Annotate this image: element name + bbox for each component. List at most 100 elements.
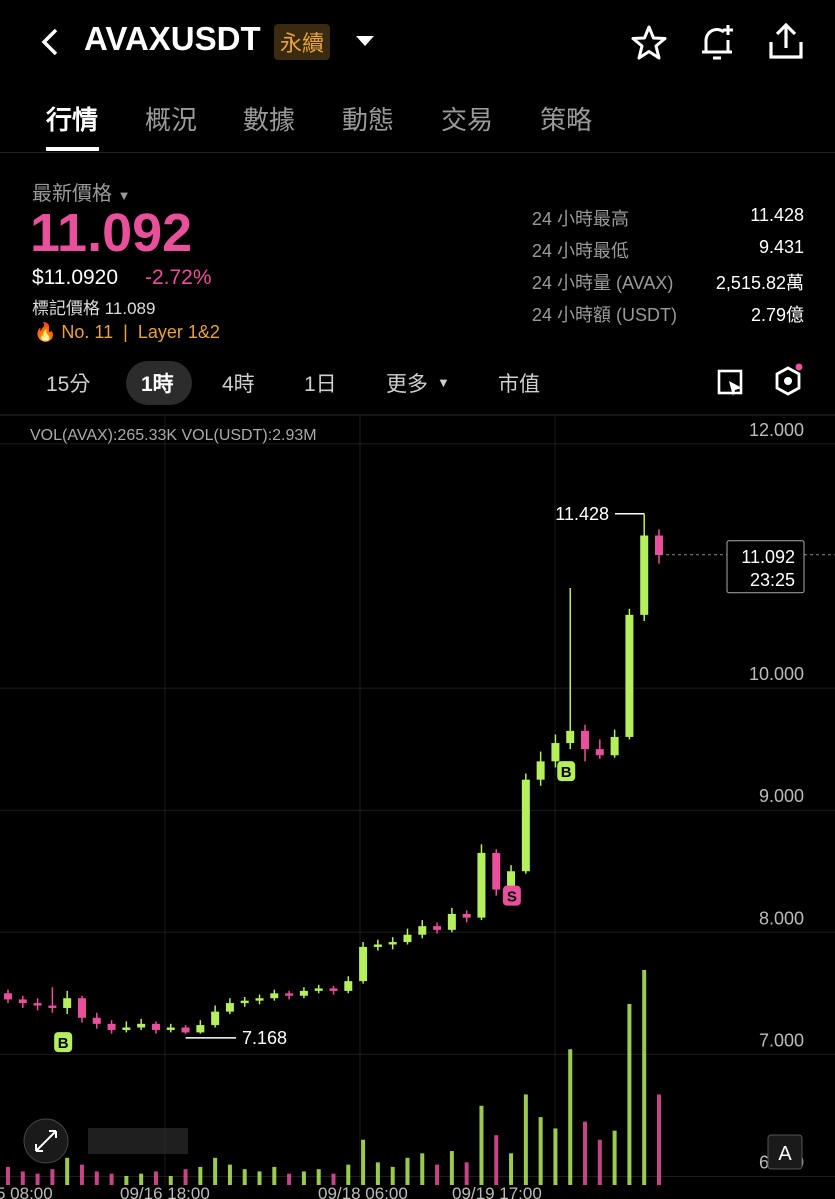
- candle-body: [92, 1017, 101, 1024]
- favorite-icon[interactable]: [630, 24, 668, 62]
- candle-body: [137, 1023, 146, 1028]
- volume-bar: [464, 1162, 469, 1185]
- stat-row: 24 小時最高 11.428: [532, 205, 804, 231]
- stat-row: 24 小時額 (USDT) 2.79億: [532, 301, 804, 327]
- rank-text: No. 11: [61, 322, 114, 342]
- rank: 🔥 No. 11 | Layer 1&2: [34, 322, 220, 342]
- tab[interactable]: 概況: [145, 105, 198, 135]
- last-price-box: [726, 540, 805, 594]
- volume-bar: [346, 1164, 351, 1185]
- candle-body: [492, 852, 501, 890]
- share-icon[interactable]: [766, 22, 806, 62]
- candle-body: [314, 988, 323, 991]
- interval-option[interactable]: 4時: [222, 373, 255, 396]
- contract-badge: 永續: [274, 24, 331, 60]
- low-label: 7.168: [242, 1028, 287, 1048]
- volume-bar: [538, 1117, 543, 1185]
- volume-bar: [583, 1121, 588, 1185]
- stat-value: 2,515.82萬: [715, 273, 804, 293]
- candle-body: [595, 749, 604, 756]
- trade-marker: B: [561, 764, 572, 781]
- candle-body: [477, 852, 486, 918]
- volume-bar: [242, 1169, 247, 1185]
- volume-bar: [35, 1173, 40, 1185]
- candle-body: [166, 1027, 175, 1030]
- candle-body: [373, 944, 382, 947]
- candle-body: [151, 1023, 160, 1030]
- volume-bar: [227, 1164, 232, 1185]
- candle-body: [551, 743, 560, 762]
- volume-bar: [597, 1139, 602, 1185]
- volume-bar: [109, 1173, 114, 1185]
- volume-bar: [50, 1169, 55, 1185]
- font-button[interactable]: [767, 1134, 803, 1170]
- interval-option[interactable]: 1時: [141, 373, 174, 396]
- candle-body: [447, 913, 456, 930]
- interval-option[interactable]: 15分: [46, 373, 91, 396]
- tab[interactable]: 行情: [46, 105, 99, 135]
- chart-settings-icon[interactable]: [716, 368, 746, 398]
- tab[interactable]: 動態: [342, 105, 395, 135]
- candle-body: [329, 988, 338, 991]
- volume-bar: [287, 1173, 292, 1185]
- tab-indicator: [46, 147, 99, 151]
- price-label[interactable]: 最新價格 ▼: [32, 183, 131, 205]
- volume-bar: [420, 1153, 425, 1185]
- mark-price: 標記價格 11.089: [32, 299, 156, 318]
- volume-bar: [509, 1153, 514, 1185]
- candle-body: [196, 1025, 205, 1033]
- candle-body: [48, 1005, 57, 1008]
- tab[interactable]: 交易: [441, 105, 494, 135]
- countdown: 23:25: [750, 570, 795, 590]
- volume-bar: [331, 1173, 336, 1185]
- volume-bar: [405, 1157, 410, 1185]
- candle-body: [4, 993, 12, 1000]
- candle-body: [581, 730, 590, 750]
- stat-value: 11.428: [750, 205, 804, 225]
- volume-bar: [65, 1157, 70, 1185]
- candle-body: [181, 1027, 190, 1033]
- candle-body: [240, 1000, 249, 1004]
- tab[interactable]: 策略: [540, 105, 593, 135]
- candle-body: [18, 999, 27, 1004]
- interval-option[interactable]: 更多: [386, 373, 428, 396]
- symbol-dropdown[interactable]: [354, 34, 376, 48]
- candle-body: [299, 990, 308, 996]
- last-price-label: 11.092: [741, 547, 795, 567]
- price-change: -2.72%: [145, 266, 212, 289]
- candle-body: [344, 981, 353, 991]
- candle-body: [33, 1003, 42, 1006]
- volume-bar: [79, 1164, 84, 1185]
- logo-watermark: [88, 1128, 188, 1154]
- interval-option[interactable]: 1日: [304, 373, 337, 396]
- back-button[interactable]: [38, 26, 62, 58]
- volume-bar: [361, 1139, 366, 1185]
- candle-body: [521, 779, 530, 872]
- volume-info: VOL(AVAX):265.33K VOL(USDT):2.93M: [30, 427, 317, 444]
- interval-option[interactable]: 市值: [498, 373, 540, 396]
- candle-body: [225, 1003, 234, 1012]
- trade-marker: S: [507, 889, 517, 906]
- volume-bar: [272, 1166, 277, 1185]
- candle-body: [211, 1011, 220, 1026]
- candle-body: [107, 1023, 116, 1030]
- volume-bar: [94, 1171, 99, 1185]
- stat-row: 24 小時最低 9.431: [532, 237, 804, 263]
- alert-icon[interactable]: [698, 22, 738, 64]
- volume-bar: [553, 1128, 558, 1185]
- last-price: 11.092: [30, 203, 193, 263]
- tab[interactable]: 數據: [243, 105, 296, 135]
- divider: [0, 152, 835, 153]
- stat-label: 24 小時額 (USDT): [532, 305, 678, 325]
- volume-bar: [301, 1171, 306, 1185]
- indicator-icon[interactable]: [772, 362, 806, 400]
- sector: Layer 1&2: [137, 322, 220, 342]
- usd-price: $11.0920: [32, 266, 119, 289]
- stat-value: 2.79億: [750, 305, 804, 325]
- x-tick-label: 09/18 06:00: [318, 1184, 408, 1199]
- volume-bar: [6, 1166, 10, 1185]
- candle-body: [403, 934, 412, 943]
- x-tick-label: 09/19 17:00: [452, 1184, 542, 1199]
